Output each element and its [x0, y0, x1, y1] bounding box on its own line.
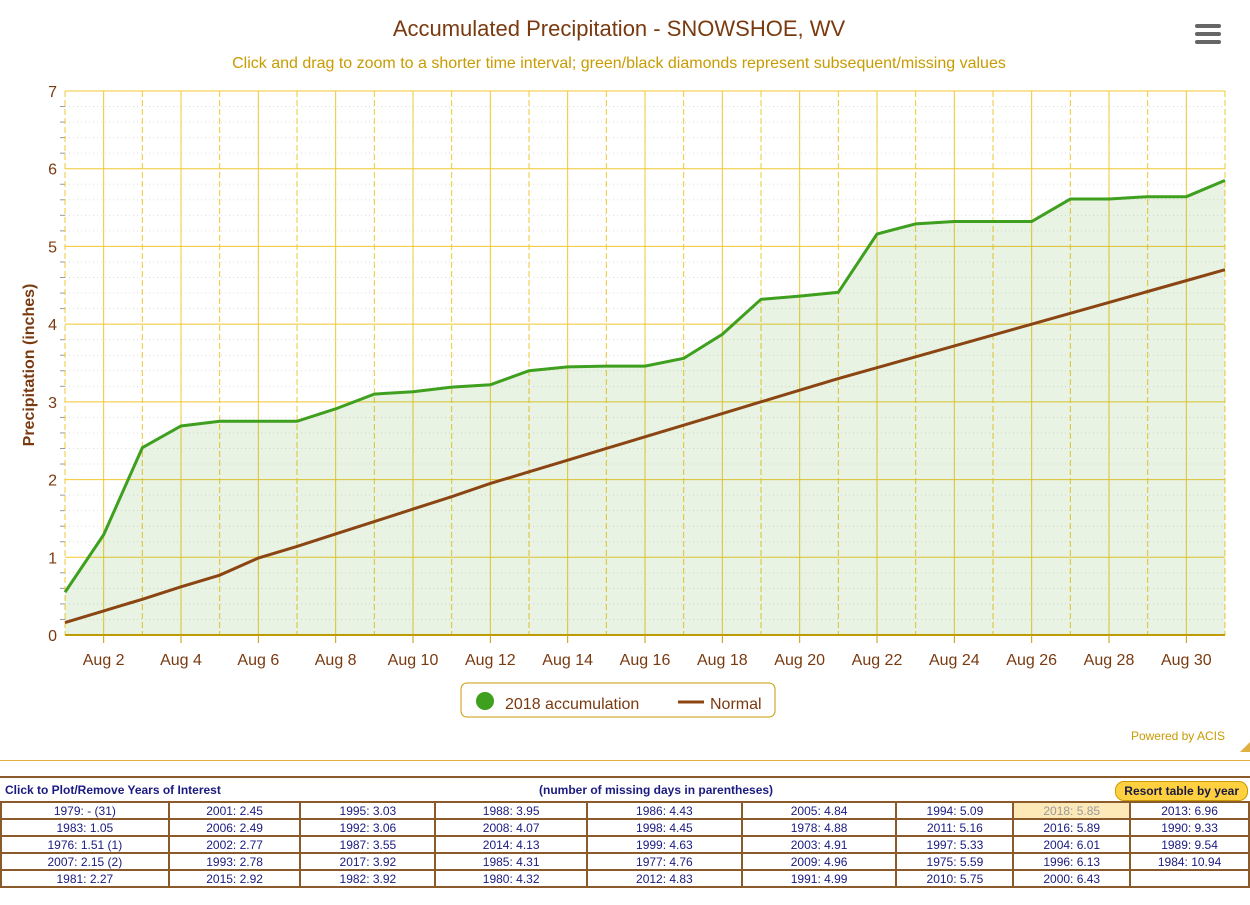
y-tick-label: 0: [48, 628, 57, 645]
x-tick-label: Aug 4: [160, 652, 202, 669]
year-cell[interactable]: 1991: 4.99: [740, 869, 898, 888]
y-tick-label: 2: [48, 473, 57, 490]
y-tick-label: 1: [48, 550, 57, 567]
year-cell[interactable]: 1996: 6.13: [1012, 852, 1132, 871]
year-cell[interactable]: 2018: 5.85: [1012, 801, 1132, 820]
year-cell[interactable]: 2006: 2.49: [167, 818, 302, 837]
year-cell[interactable]: 2015: 2.92: [167, 869, 302, 888]
table-row: 1981: 2.27 2015: 2.92 1982: 3.92 1980: 4.32…: [0, 869, 1250, 888]
year-cell[interactable]: 2014: 4.13: [434, 835, 589, 854]
table-row: 1979: - (31) 2001: 2.45 1995: 3.03 1988: 3.…: [0, 801, 1250, 820]
x-tick-label: Aug 16: [620, 652, 671, 669]
x-tick-label: Aug 6: [237, 652, 279, 669]
year-cell[interactable]: 1992: 3.06: [299, 818, 437, 837]
year-cell[interactable]: 2002: 2.77: [167, 835, 302, 854]
table-note: (number of missing days in parentheses): [539, 783, 774, 797]
legend-label-2018[interactable]: 2018 accumulation: [505, 696, 639, 713]
year-cell[interactable]: 1997: 5.33: [895, 835, 1015, 854]
y-tick-label: 6: [48, 162, 57, 179]
year-cell[interactable]: 1984: 10.94: [1129, 852, 1250, 871]
year-cell[interactable]: 2005: 4.84: [740, 801, 898, 820]
year-cell[interactable]: 1994: 5.09: [895, 801, 1015, 820]
year-cell[interactable]: 1987: 3.55: [299, 835, 437, 854]
year-cell[interactable]: 2009: 4.96: [740, 852, 898, 871]
year-cell[interactable]: 1998: 4.45: [586, 818, 743, 837]
year-cell[interactable]: 2004: 6.01: [1012, 835, 1132, 854]
year-cell[interactable]: 1981: 2.27: [0, 869, 170, 888]
series-line-normal[interactable]: [64, 268, 1226, 625]
year-cell[interactable]: 1982: 3.92: [299, 869, 437, 888]
year-cell[interactable]: 2011: 5.16: [895, 818, 1015, 837]
y-tick-label: 5: [48, 239, 57, 256]
credit-link[interactable]: Powered by ACIS: [1130, 729, 1225, 743]
y-axis-title: Precipitation (inches): [21, 284, 38, 447]
y-tick-label: 7: [48, 84, 57, 101]
table-row: 1976: 1.51 (1) 2002: 2.77 1987: 3.55 2014: …: [0, 835, 1250, 854]
year-cell[interactable]: 1995: 3.03: [299, 801, 437, 820]
year-cell[interactable]: 2000: 6.43: [1012, 869, 1132, 888]
x-tick-label: Aug 22: [852, 652, 903, 669]
year-cell[interactable]: 1985: 4.31: [434, 852, 589, 871]
x-tick-label: Aug 24: [929, 652, 980, 669]
year-cell[interactable]: 2010: 5.75: [895, 869, 1015, 888]
years-table: 1979: - (31) 2001: 2.45 1995: 3.03 1988: 3.…: [0, 801, 1250, 888]
table-row: 1983: 1.05 2006: 2.49 1992: 3.06 2008: 4.07…: [0, 818, 1250, 837]
year-cell[interactable]: 2003: 4.91: [740, 835, 898, 854]
year-cell[interactable]: 1978: 4.88: [740, 818, 898, 837]
legend-marker-2018[interactable]: [476, 692, 494, 710]
series-area-2018: [65, 180, 1225, 635]
year-cell: [1129, 869, 1250, 888]
divider: [0, 760, 1250, 761]
year-cell[interactable]: 1993: 2.78: [167, 852, 302, 871]
x-tick-label: Aug 10: [388, 652, 439, 669]
year-cell[interactable]: 2012: 4.83: [586, 869, 743, 888]
y-tick-label: 4: [48, 317, 57, 334]
x-tick-label: Aug 2: [83, 652, 125, 669]
legend-label-normal[interactable]: Normal: [710, 696, 762, 713]
year-cell[interactable]: 1989: 9.54: [1129, 835, 1250, 854]
year-cell[interactable]: 1986: 4.43: [586, 801, 743, 820]
year-cell[interactable]: 1980: 4.32: [434, 869, 589, 888]
year-cell[interactable]: 1979: - (31): [0, 801, 170, 820]
y-tick-label: 3: [48, 395, 57, 412]
year-cell[interactable]: 1975: 5.59: [895, 852, 1015, 871]
x-tick-label: Aug 12: [465, 652, 516, 669]
resize-handle-icon[interactable]: [1240, 742, 1250, 752]
x-tick-label: Aug 8: [315, 652, 357, 669]
year-cell[interactable]: 2001: 2.45: [167, 801, 302, 820]
year-cell[interactable]: 2013: 6.96: [1129, 801, 1250, 820]
year-cell[interactable]: 2007: 2.15 (2): [0, 852, 170, 871]
chart-subtitle: Click and drag to zoom to a shorter time…: [232, 55, 1006, 72]
year-cell[interactable]: 2008: 4.07: [434, 818, 589, 837]
year-cell[interactable]: 1983: 1.05: [0, 818, 170, 837]
x-tick-label: Aug 26: [1006, 652, 1057, 669]
x-tick-label: Aug 30: [1161, 652, 1212, 669]
year-cell[interactable]: 1999: 4.63: [586, 835, 743, 854]
x-tick-label: Aug 28: [1084, 652, 1135, 669]
x-tick-label: Aug 14: [542, 652, 593, 669]
x-tick-label: Aug 20: [774, 652, 825, 669]
table-header: Click to Plot/Remove Years of Interest (…: [0, 776, 1250, 802]
year-cell[interactable]: 1977: 4.76: [586, 852, 743, 871]
legend: [460, 682, 776, 718]
precipitation-chart[interactable]: 0 1 2 3 4 5 6 7 Aug 2 Aug 4 Aug 6 Aug 8 Aug 10 Aug 12…: [0, 0, 1250, 760]
table-row: 2007: 2.15 (2) 1993: 2.78 2017: 3.92 1985: …: [0, 852, 1250, 871]
year-cell[interactable]: 1976: 1.51 (1): [0, 835, 170, 854]
series-line-2018[interactable]: [63, 178, 1226, 594]
x-tick-label: Aug 18: [697, 652, 748, 669]
chart-menu-button[interactable]: [1195, 24, 1221, 46]
resort-button[interactable]: Resort table by year: [1115, 781, 1248, 801]
year-cell[interactable]: 2017: 3.92: [299, 852, 437, 871]
table-instruction: Click to Plot/Remove Years of Interest: [5, 783, 221, 797]
year-cell[interactable]: 2016: 5.89: [1012, 818, 1132, 837]
chart-title: Accumulated Precipitation - SNOWSHOE, WV: [393, 16, 846, 41]
year-cell[interactable]: 1988: 3.95: [434, 801, 589, 820]
year-cell[interactable]: 1990: 9.33: [1129, 818, 1250, 837]
